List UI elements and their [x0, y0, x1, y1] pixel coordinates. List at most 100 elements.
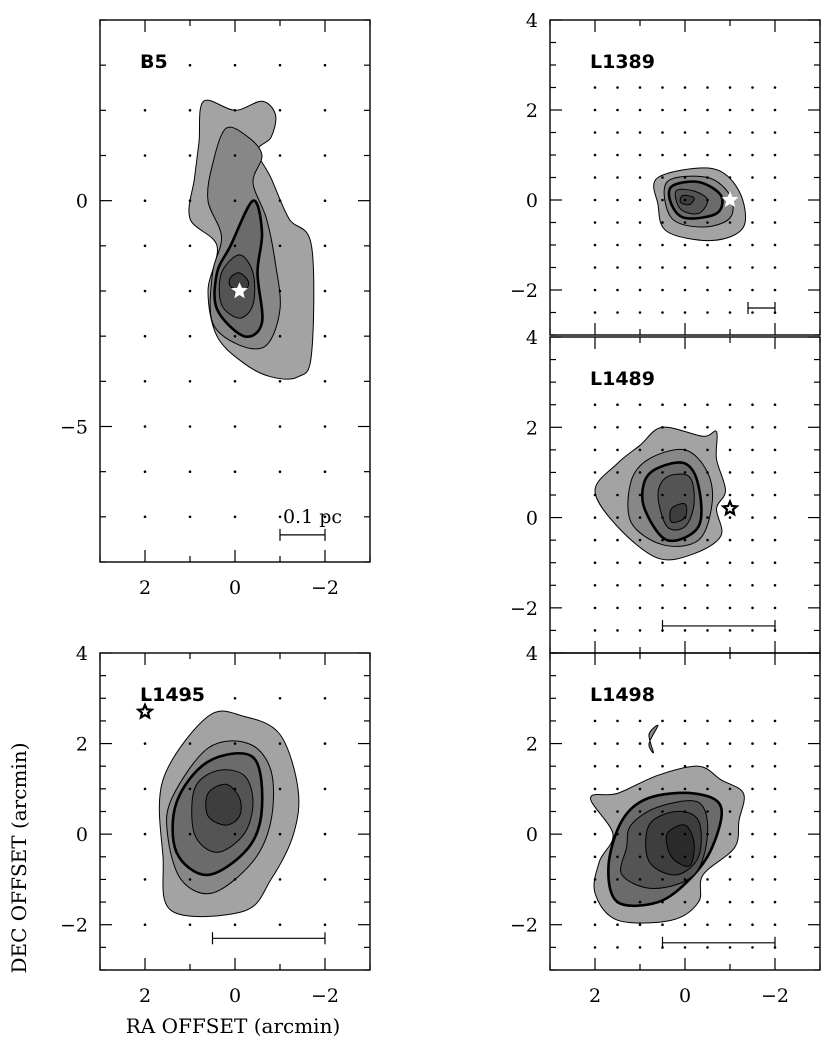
sample-point: [233, 63, 237, 67]
sample-point: [751, 787, 754, 791]
sample-point: [593, 629, 597, 632]
sample-point: [593, 787, 597, 791]
sample-point: [593, 221, 597, 224]
sample-point: [638, 764, 642, 768]
sample-point: [143, 515, 147, 519]
sample-point: [638, 832, 642, 836]
panels-group: 2 0 −2 0 −5 B5 0.1 pc 4 2 0 −2 L1389 2 0 −2 4 2 0 −2 L1495 4…: [60, 10, 821, 1007]
sample-point: [278, 515, 282, 519]
sample-point: [638, 471, 642, 474]
sample-point: [593, 584, 597, 587]
sample-point: [728, 86, 732, 89]
sample-point: [278, 923, 282, 926]
sample-point: [593, 176, 597, 179]
sample-point: [188, 289, 192, 293]
sample-point: [638, 516, 642, 519]
sample-point: [616, 878, 619, 881]
sample-point: [233, 878, 237, 881]
sample-point: [661, 810, 664, 813]
y-tick-label: 2: [526, 100, 538, 122]
sample-point: [188, 787, 192, 791]
sample-point: [751, 561, 754, 564]
sample-point: [638, 288, 642, 292]
sample-point: [773, 742, 777, 745]
sample-point: [638, 221, 642, 224]
sample-point: [661, 764, 664, 768]
sample-point: [143, 199, 147, 202]
sample-point: [751, 606, 754, 610]
sample-point: [278, 199, 282, 202]
y-tick-label: −2: [510, 915, 538, 937]
x-tick-label: 0: [229, 985, 241, 1007]
sample-point: [323, 515, 327, 519]
sample-point: [593, 448, 597, 452]
sample-point: [751, 131, 754, 134]
sample-point: [751, 426, 754, 429]
sample-point: [188, 199, 192, 202]
sample-point: [638, 855, 642, 859]
sample-point: [706, 946, 709, 949]
sample-point: [683, 584, 687, 587]
sample-point: [751, 403, 754, 407]
sample-point: [323, 334, 327, 338]
sample-point: [638, 153, 642, 157]
sample-point: [233, 244, 237, 248]
sample-point: [638, 606, 642, 610]
sample-point: [706, 176, 709, 179]
sample-point: [661, 311, 664, 314]
sample-point: [751, 810, 754, 813]
sample-point: [616, 832, 619, 836]
y-tick-label: −2: [60, 915, 88, 937]
sample-point: [233, 787, 237, 791]
sample-point: [773, 810, 777, 813]
sample-point: [706, 538, 709, 542]
sample-point: [638, 311, 642, 314]
sample-point: [638, 810, 642, 813]
sample-point: [706, 787, 709, 791]
panel-l1495: 2 0 −2 4 2 0 −2 L1495: [60, 643, 371, 1007]
sample-point: [683, 176, 687, 179]
sample-point: [323, 923, 327, 926]
sample-point: [773, 719, 777, 723]
sample-point: [706, 221, 709, 224]
sample-point: [728, 176, 732, 179]
sample-point: [233, 154, 237, 157]
sample-point: [661, 266, 664, 269]
contour-level-5: [679, 194, 695, 206]
sample-point: [751, 923, 754, 926]
sample-point: [638, 719, 642, 723]
star-icon: [231, 282, 248, 299]
x-tick-label: −2: [311, 577, 339, 599]
sample-point: [728, 946, 732, 949]
sample-point: [773, 221, 777, 224]
sample-point: [706, 764, 709, 768]
panel-l1498: 2 0 −2 4 2 0 −2 L1498: [510, 643, 821, 1007]
sample-point: [773, 606, 777, 610]
sample-point: [773, 516, 777, 519]
sample-point: [188, 154, 192, 157]
sample-point: [773, 426, 777, 429]
x-axis-label: RA OFFSET (arcmin): [126, 1014, 341, 1038]
sample-point: [683, 742, 687, 745]
sample-point: [616, 606, 619, 610]
sample-point: [773, 108, 777, 112]
sample-point: [728, 742, 732, 745]
sample-point: [751, 878, 754, 881]
y-tick-label: 4: [526, 327, 538, 349]
panel-b5: 2 0 −2 0 −5 B5 0.1 pc: [60, 19, 371, 599]
sample-point: [593, 561, 597, 564]
sample-point: [593, 810, 597, 813]
sample-point: [278, 334, 282, 338]
panel-label: L1498: [590, 684, 655, 706]
sample-point: [616, 493, 619, 497]
sample-point: [638, 403, 642, 407]
sample-point: [616, 198, 619, 202]
sample-point: [616, 742, 619, 745]
sample-point: [143, 923, 147, 926]
sample-point: [683, 946, 687, 949]
sample-point: [683, 810, 687, 813]
sample-point: [773, 923, 777, 926]
sample-point: [751, 86, 754, 89]
sample-point: [638, 878, 642, 881]
sample-point: [616, 176, 619, 179]
